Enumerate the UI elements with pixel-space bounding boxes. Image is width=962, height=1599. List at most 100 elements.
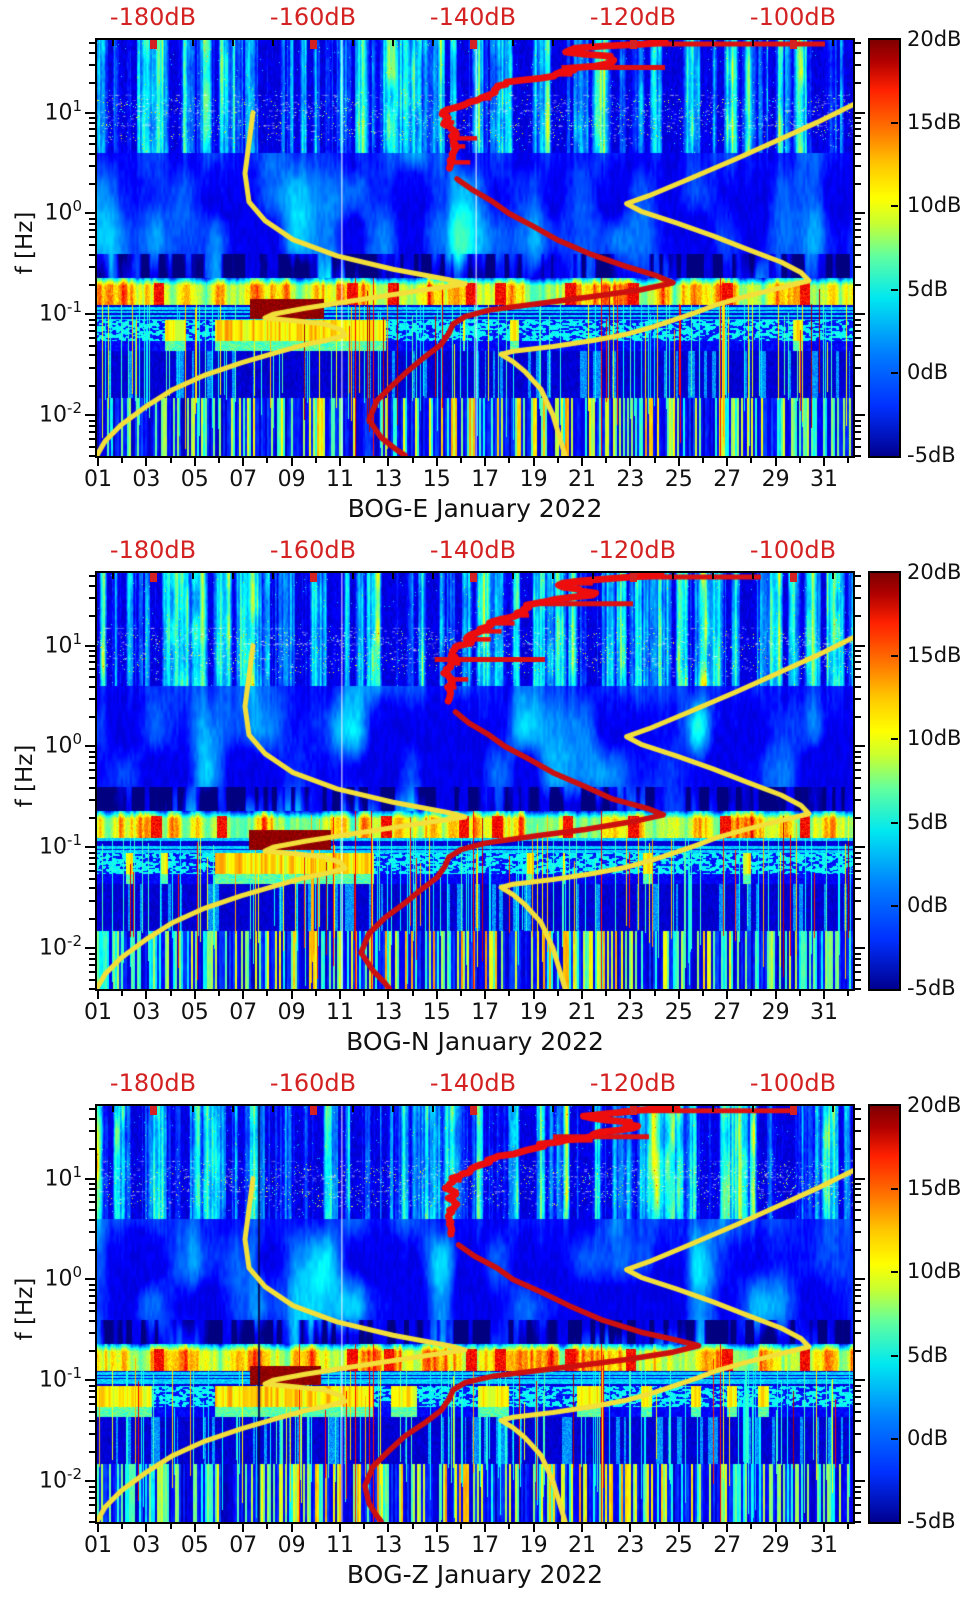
x-major-tick — [823, 991, 825, 999]
x-major-tick — [97, 458, 99, 466]
y-minor-tick — [855, 597, 861, 600]
x-minor-tick — [411, 458, 414, 463]
x-major-tick — [290, 458, 293, 466]
panel-title: BOG-Z January 2022 — [346, 1560, 604, 1589]
y-minor-tick — [855, 42, 861, 45]
y-major-tick — [855, 1278, 865, 1281]
x-minor-tick — [460, 1524, 462, 1529]
x-major-tick — [581, 1524, 583, 1532]
x-tick-label: 17 — [471, 467, 500, 492]
y-minor-tick — [855, 1301, 861, 1304]
x-major-tick — [484, 1524, 487, 1532]
x-minor-tick — [605, 991, 608, 996]
x-major-tick — [484, 991, 487, 999]
y-major-tick — [855, 947, 865, 950]
y-minor-tick — [855, 1231, 861, 1234]
y-minor-tick — [855, 957, 861, 960]
y-tick-label: 100 — [44, 1263, 82, 1292]
x-minor-tick — [169, 458, 172, 463]
x-major-tick — [145, 458, 148, 466]
y-minor-tick — [855, 165, 861, 168]
x-minor-tick — [169, 1524, 172, 1529]
y-minor-tick — [855, 1395, 861, 1398]
colorbar-tick-label: -5dB — [907, 976, 956, 1000]
x-minor-tick — [460, 991, 462, 996]
x-tick-label: 13 — [374, 1000, 403, 1025]
x-major-tick — [484, 458, 487, 466]
x-tick-label: 23 — [616, 1000, 645, 1025]
x-tick-label: 09 — [277, 1533, 306, 1558]
y-minor-tick — [855, 318, 861, 321]
y-minor-tick — [855, 716, 861, 719]
x-minor-tick — [847, 458, 850, 463]
y-major-tick — [85, 414, 95, 417]
x-major-tick — [193, 1524, 196, 1532]
x-minor-tick — [653, 458, 656, 463]
y-tick-label: 10-1 — [39, 298, 82, 327]
y-minor-tick — [855, 1496, 861, 1499]
x-major-tick — [145, 1524, 148, 1532]
x-major-tick — [145, 991, 148, 999]
y-minor-tick — [855, 1295, 861, 1298]
x-tick-label: 15 — [422, 1000, 451, 1025]
y-minor-tick — [855, 142, 861, 145]
colorbar-tick-label: 20dB — [907, 27, 962, 51]
x-minor-tick — [556, 991, 559, 996]
y-minor-tick — [855, 650, 861, 653]
x-minor-tick — [508, 1524, 511, 1529]
y-minor-tick — [855, 243, 861, 246]
x-tick-label: 09 — [277, 1000, 306, 1025]
top-db-tick-label: -140dB — [429, 1069, 517, 1097]
y-tick-label: 100 — [44, 730, 82, 759]
x-tick-label: 25 — [664, 1000, 693, 1025]
x-minor-tick — [121, 991, 124, 996]
y-major-tick — [855, 745, 865, 748]
colorbar-tick-label: 15dB — [907, 1176, 962, 1201]
y-minor-tick — [855, 430, 861, 433]
x-tick-label: 07 — [229, 1000, 258, 1025]
x-tick-label: 25 — [664, 1533, 693, 1558]
y-minor-tick — [855, 1390, 861, 1393]
x-tick-label: 23 — [616, 1533, 645, 1558]
x-major-tick — [290, 1524, 293, 1532]
y-minor-tick — [855, 584, 861, 587]
y-minor-tick — [855, 917, 861, 920]
y-tick-label: 101 — [44, 1162, 82, 1191]
top-db-tick-label: -120dB — [589, 536, 677, 564]
y-minor-tick — [855, 786, 861, 789]
x-tick-label: 23 — [616, 467, 645, 492]
x-tick-label: 25 — [664, 467, 693, 492]
x-minor-tick — [411, 1524, 414, 1529]
spectrogram-canvas — [97, 40, 853, 456]
x-tick-label: 05 — [180, 467, 209, 492]
y-tick-label: 100 — [44, 197, 82, 226]
colorbar-tick-label: -5dB — [907, 1509, 956, 1533]
y-minor-tick — [855, 1319, 861, 1322]
x-tick-label: 31 — [810, 1533, 838, 1558]
y-minor-tick — [855, 424, 861, 427]
x-major-tick — [242, 458, 245, 466]
colorbar-tick-label: 15dB — [907, 643, 962, 668]
x-minor-tick — [556, 1524, 559, 1529]
x-major-tick — [532, 458, 535, 466]
y-major-tick — [85, 644, 95, 647]
top-db-tick-label: -160dB — [269, 3, 357, 31]
x-minor-tick — [702, 991, 704, 996]
x-major-tick — [435, 991, 438, 999]
y-minor-tick — [855, 336, 861, 339]
x-minor-tick — [847, 1524, 850, 1529]
y-minor-tick — [855, 751, 861, 754]
colorbar-tick-label: 10dB — [907, 1259, 962, 1284]
y-minor-tick — [855, 869, 861, 872]
y-minor-tick — [855, 1420, 861, 1423]
y-minor-tick — [855, 575, 861, 578]
x-major-tick — [193, 458, 196, 466]
x-tick-label: 27 — [713, 1533, 742, 1558]
y-major-tick — [855, 1177, 865, 1180]
y-minor-tick — [855, 283, 861, 286]
x-tick-label: 19 — [519, 1533, 548, 1558]
x-minor-tick — [556, 458, 559, 463]
y-major-tick — [85, 745, 95, 748]
colorbar-tick-label: -5dB — [907, 443, 956, 467]
x-minor-tick — [798, 1524, 801, 1529]
